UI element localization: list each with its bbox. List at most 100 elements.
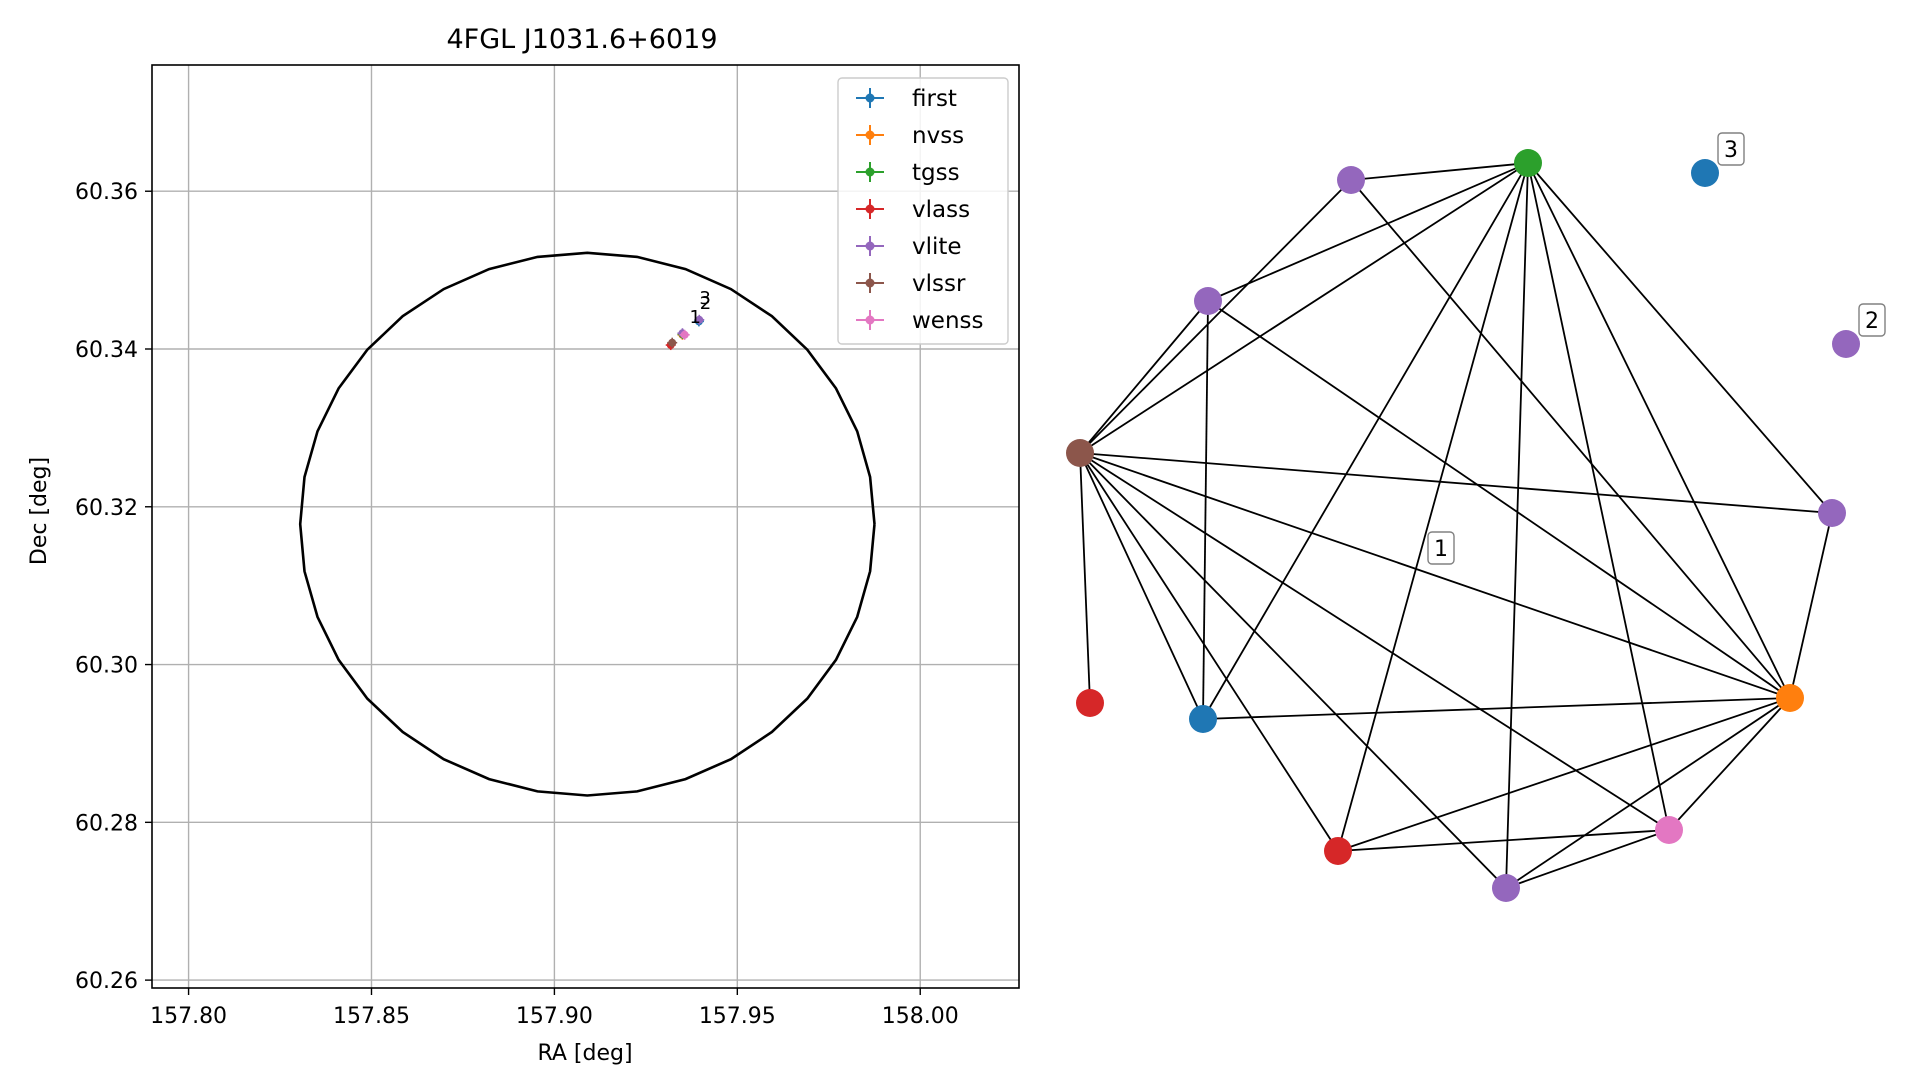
network-edge (1079, 452, 1791, 699)
network-node-vlite_iso (1832, 330, 1860, 358)
network-node-labels: 3 2 1 (1427, 132, 1886, 565)
legend-marker (865, 315, 875, 325)
data-point-vlite (694, 314, 705, 325)
x-ticks: 157.80 157.85 157.90 157.95 158.00 (150, 988, 959, 1029)
legend-label: first (912, 86, 957, 112)
legend-label: vlssr (912, 271, 966, 297)
network-node-vlite_d (1492, 874, 1520, 902)
network-edge (1527, 162, 1791, 699)
node-label: 2 (1858, 303, 1886, 337)
network-edge (1079, 179, 1352, 454)
network-node-first (1189, 705, 1217, 733)
x-tick-label: 157.95 (699, 1004, 776, 1029)
point-annotation: 2 (700, 293, 711, 314)
legend-label: wenss (912, 308, 984, 334)
network-edge (1337, 829, 1670, 852)
network-node-vlass_iso (1076, 689, 1104, 717)
network-node-vlite_a (1337, 166, 1365, 194)
legend-box (837, 77, 1009, 345)
y-tick-label: 60.32 (75, 496, 138, 521)
legend-marker (865, 93, 875, 103)
legend-label: nvss (912, 123, 964, 149)
error-circle (298, 251, 876, 797)
x-tick-label: 158.00 (882, 1004, 959, 1029)
point-annotation: 3 (699, 288, 710, 309)
network-panel: 3 2 1 (1066, 132, 1886, 902)
network-node-vlite_c (1818, 499, 1846, 527)
node-label-text: 1 (1434, 537, 1448, 562)
plot-frame (151, 64, 1020, 989)
network-node-vlssr (1066, 439, 1094, 467)
x-axis-label: RA [deg] (537, 1041, 632, 1066)
legend-marker (865, 241, 875, 251)
node-label: 3 (1717, 132, 1745, 166)
point-marker (680, 330, 689, 339)
legend-label: vlite (912, 234, 962, 260)
network-edge (1668, 697, 1791, 831)
localization-circle (298, 251, 876, 797)
network-edge (1079, 300, 1209, 454)
network-edge (1079, 452, 1833, 514)
legend-item-tgss: tgss (856, 160, 960, 186)
network-edges (1079, 162, 1833, 889)
network-node-vlass (1324, 837, 1352, 865)
y-tick-label: 60.34 (75, 338, 138, 363)
y-axis-label: Dec [deg] (27, 457, 52, 565)
node-label-box (1717, 132, 1745, 166)
scatter-panel: 4FGL J1031.6+6019 123 157.80 157.85 157.90… (27, 24, 1020, 1066)
y-tick-label: 60.26 (75, 969, 138, 994)
point-marker (668, 338, 677, 347)
network-edge (1079, 162, 1529, 454)
network-edge (1527, 162, 1670, 831)
network-edge (1350, 162, 1529, 181)
y-tick-label: 60.36 (75, 180, 138, 205)
network-edge (1202, 300, 1209, 720)
network-edge (1527, 162, 1833, 514)
network-edge (1079, 452, 1507, 889)
network-edge (1207, 300, 1791, 699)
point-marker (695, 315, 704, 324)
data-point-vlssr (667, 337, 678, 348)
network-edge (1079, 452, 1091, 704)
network-edge (1350, 179, 1791, 699)
network-edge (1207, 162, 1529, 302)
legend-item-first: first (856, 86, 957, 112)
point-annotation: 1 (690, 307, 701, 328)
network-edge (1079, 452, 1670, 831)
x-tick-label: 157.80 (150, 1004, 227, 1029)
network-nodes (1066, 149, 1860, 902)
grid (152, 65, 1019, 988)
legend-marker (865, 167, 875, 177)
y-tick-label: 60.28 (75, 811, 138, 836)
network-edge (1202, 162, 1529, 720)
network-edge (1505, 162, 1529, 889)
legend: first nvss tgss vlass vlite vlssr wenss (837, 77, 1009, 345)
legend-item-vlssr: vlssr (856, 271, 966, 297)
network-edge (1079, 452, 1204, 720)
network-edge (1505, 829, 1670, 889)
y-tick-label: 60.30 (75, 654, 138, 679)
legend-marker (865, 278, 875, 288)
point-annotations: 123 (690, 288, 712, 328)
node-label-box (1858, 303, 1886, 337)
network-edge (1789, 512, 1833, 699)
chart-title: 4FGL J1031.6+6019 (446, 24, 717, 55)
legend-item-vlass: vlass (856, 197, 970, 223)
legend-item-vlite: vlite (856, 234, 962, 260)
node-label: 1 (1427, 531, 1455, 565)
node-label-text: 2 (1865, 309, 1879, 334)
legend-label: tgss (912, 160, 960, 186)
y-ticks: 60.26 60.28 60.30 60.32 60.34 60.36 (75, 180, 152, 994)
network-node-vlite_b (1194, 287, 1222, 315)
network-edge (1079, 452, 1339, 852)
legend-label: vlass (912, 197, 970, 223)
network-edge (1337, 697, 1791, 852)
data-point-wenss (679, 329, 690, 340)
legend-marker (865, 204, 875, 214)
network-edge (1337, 162, 1529, 852)
network-node-nvss (1776, 684, 1804, 712)
network-node-first_iso (1691, 159, 1719, 187)
network-edge (1505, 697, 1791, 889)
network-node-tgss (1514, 149, 1542, 177)
